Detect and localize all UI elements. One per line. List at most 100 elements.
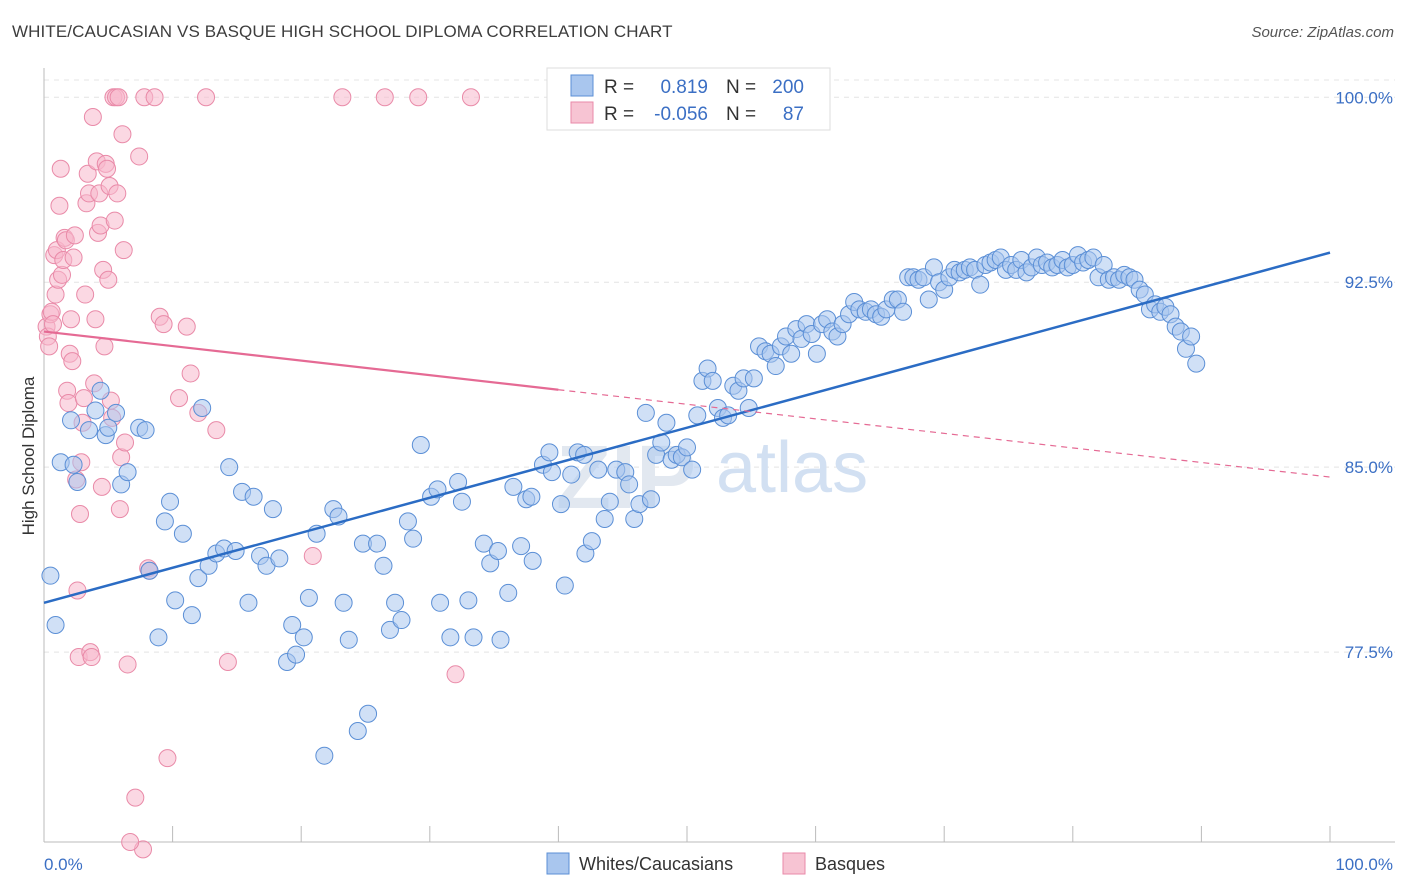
basque-point [51, 159, 70, 178]
white-point [220, 458, 239, 477]
white-point [1187, 354, 1206, 373]
basque-point [76, 285, 95, 304]
white-point [641, 490, 660, 509]
white-point [239, 593, 258, 612]
white-point [270, 549, 289, 568]
y-tick-label: 100.0% [1335, 88, 1393, 107]
white-point [595, 509, 614, 528]
white-point [523, 551, 542, 570]
white-point [189, 569, 208, 588]
basque-point [83, 107, 102, 126]
white-point [582, 532, 601, 551]
y-axis-label: High School Diploma [19, 376, 38, 535]
basque-point [375, 88, 394, 107]
bottom-legend-swatch-basque [782, 852, 806, 875]
white-point [283, 615, 302, 634]
white-point [386, 593, 405, 612]
white-point [380, 620, 399, 639]
white-point [744, 369, 763, 388]
white-point [464, 628, 483, 647]
basque-point [63, 352, 82, 371]
basque-point [95, 337, 114, 356]
white-point [441, 628, 460, 647]
white-point [504, 477, 523, 496]
white-point [392, 611, 411, 630]
legend-swatch-white [570, 74, 594, 97]
y-tick-labels: 77.5% 85.0% 92.5% 100.0% [1335, 88, 1393, 662]
white-point [807, 344, 826, 363]
white-point [166, 591, 185, 610]
legend-r-label-basque: R = [604, 104, 634, 125]
white-point [459, 591, 478, 610]
basque-point [121, 833, 140, 851]
basque-point [154, 315, 173, 334]
basque-point [116, 433, 135, 452]
white-point [404, 529, 423, 548]
bottom-legend-label-basque: Basques [815, 854, 885, 874]
basque-point [145, 88, 164, 107]
white-point [149, 628, 168, 647]
stats-legend-box [546, 67, 831, 131]
basque-point [105, 211, 124, 230]
basque-point [74, 389, 93, 408]
source-label: Source: ZipAtlas.com [1251, 24, 1394, 41]
white-point [263, 500, 282, 519]
white-point [62, 411, 81, 430]
white-point [555, 576, 574, 595]
white-point [294, 628, 313, 647]
white-point [562, 465, 581, 484]
white-point [739, 398, 758, 417]
basque-point [110, 500, 129, 519]
basque-point [98, 159, 117, 178]
basque-points [37, 88, 480, 859]
x-axis-ticks [43, 826, 1331, 842]
legend-r-value-basque: -0.056 [654, 104, 708, 125]
basque-point [108, 184, 127, 203]
white-point [99, 418, 118, 437]
white-point [540, 443, 559, 462]
basque-point [71, 505, 90, 524]
legend-swatch-basque [570, 101, 594, 124]
white-point [522, 487, 541, 506]
bottom-legend-swatch-white [546, 852, 570, 875]
white-point [359, 704, 378, 723]
basque-point [130, 147, 149, 166]
white-point [894, 302, 913, 321]
basque-point [197, 88, 216, 107]
white-trend-line [43, 251, 1331, 605]
basque-trend-line [43, 330, 559, 391]
white-point [299, 588, 318, 607]
white-point [600, 492, 619, 511]
white-point [193, 398, 212, 417]
y-tick-label: 85.0% [1345, 458, 1393, 477]
white-point [368, 534, 387, 553]
y-tick-label: 77.5% [1345, 643, 1393, 662]
basque-point [409, 88, 428, 107]
white-point [80, 421, 99, 440]
series-legend: Whites/Caucasians Basques [546, 852, 885, 875]
legend-r-label-white: R = [604, 77, 634, 98]
basque-point [333, 88, 352, 107]
white-point [452, 492, 471, 511]
white-point [244, 487, 263, 506]
basque-point [46, 285, 65, 304]
white-point [620, 475, 639, 494]
white-point [657, 413, 676, 432]
basque-point [40, 337, 59, 356]
white-point [339, 630, 358, 649]
white-point [703, 371, 722, 390]
white-point [334, 593, 353, 612]
basque-trend-line-dashed [558, 389, 1331, 478]
basque-point [181, 364, 200, 383]
legend-n-label-white: N = [726, 77, 756, 98]
watermark-atlas: atlas [716, 428, 868, 508]
basque-point [461, 88, 480, 107]
basque-point [303, 546, 322, 565]
white-point [173, 524, 192, 543]
white-point [411, 435, 430, 454]
basque-point [126, 788, 145, 807]
basque-point [114, 241, 133, 260]
basque-point [50, 196, 69, 215]
white-point [782, 344, 801, 363]
